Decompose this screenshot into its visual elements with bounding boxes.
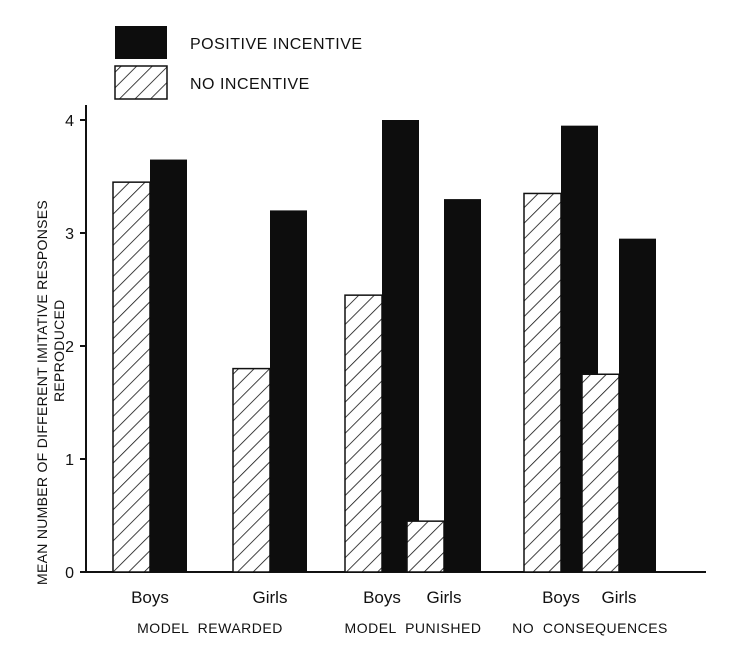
group-label: MODEL PUNISHED (345, 620, 482, 636)
bars (112, 120, 656, 573)
y-tick-label: 4 (65, 113, 74, 130)
category-label: Girls (427, 588, 462, 607)
legend-label-positive: POSITIVE INCENTIVE (190, 36, 363, 53)
bar-no-incentive (523, 192, 562, 573)
y-tick-label: 0 (65, 565, 74, 582)
group-label: MODEL REWARDED (137, 620, 283, 636)
legend-swatch-none (114, 65, 168, 100)
y-tick-label: 2 (65, 339, 74, 356)
group-labels: MODEL REWARDED MODEL PUNISHED NO CONSEQUEN… (137, 620, 668, 636)
category-labels: Boys Girls Boys Girls Boys Girls (131, 588, 636, 607)
y-tick-label: 1 (65, 452, 74, 469)
y-ticks: 0 1 2 3 4 (65, 113, 86, 582)
category-label: Girls (602, 588, 637, 607)
category-label: Girls (253, 588, 288, 607)
category-label: Boys (363, 588, 401, 607)
bar-positive-incentive (270, 210, 307, 572)
bar-no-incentive (406, 520, 445, 573)
legend-swatch-positive (115, 26, 167, 59)
bar-no-incentive (581, 373, 620, 573)
bar-no-incentive (112, 181, 151, 573)
y-axis-label-line2: REPRODUCED (51, 299, 67, 402)
bar-no-incentive (232, 367, 271, 573)
y-axis-label-line1: MEAN NUMBER OF DIFFERENT IMITATIVE RESPO… (34, 200, 50, 585)
bar-positive-incentive (444, 199, 481, 572)
y-tick-label: 3 (65, 226, 74, 243)
bar-no-incentive (344, 294, 383, 573)
group-label: NO CONSEQUENCES (512, 620, 668, 636)
legend-label-none: NO INCENTIVE (190, 76, 310, 93)
category-label: Boys (131, 588, 169, 607)
category-label: Boys (542, 588, 580, 607)
bar-positive-incentive (150, 159, 187, 573)
bar-positive-incentive (619, 238, 656, 572)
bar-positive-incentive (382, 120, 419, 572)
legend: POSITIVE INCENTIVE NO INCENTIVE (114, 26, 363, 100)
